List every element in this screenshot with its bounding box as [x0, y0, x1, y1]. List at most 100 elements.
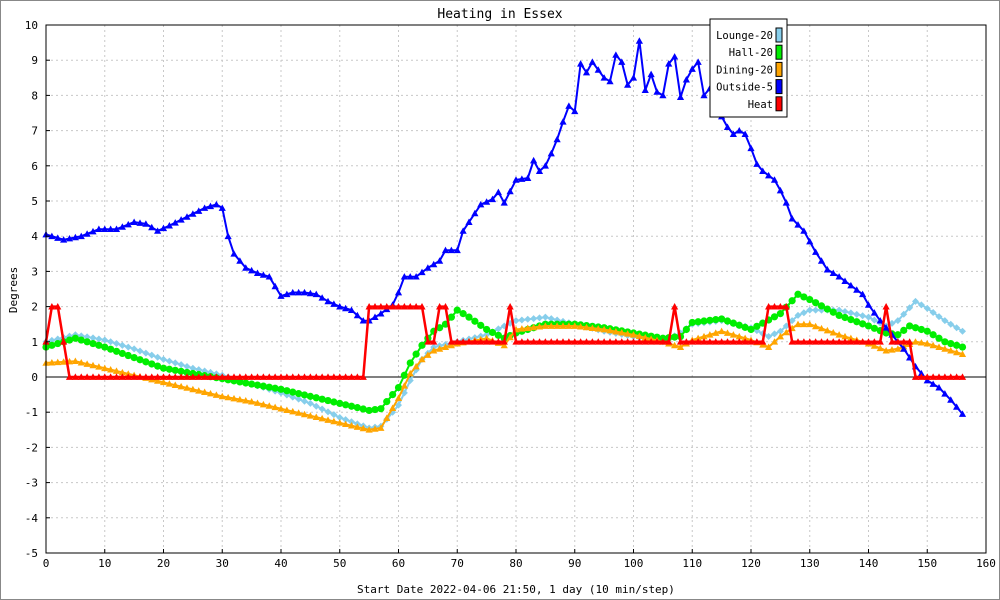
- data-point-marker: [853, 338, 861, 345]
- x-tick-label: 110: [682, 557, 702, 570]
- data-point-marker: [788, 297, 796, 305]
- data-point-marker: [224, 393, 232, 401]
- data-point-marker: [829, 338, 837, 345]
- data-point-marker: [935, 334, 943, 342]
- data-point-marker: [870, 316, 878, 324]
- data-point-marker: [512, 176, 520, 183]
- x-tick-label: 100: [624, 557, 644, 570]
- data-point-marker: [817, 257, 826, 264]
- data-point-marker: [465, 338, 473, 345]
- data-point-marker: [430, 347, 438, 354]
- x-tick-label: 90: [568, 557, 581, 570]
- data-point-marker: [929, 331, 937, 339]
- data-point-marker: [518, 175, 526, 182]
- data-point-marker: [318, 395, 326, 403]
- data-point-marker: [941, 338, 949, 346]
- data-point-marker: [512, 317, 520, 325]
- axis-ticks: 0 10 20 30 40 50 60 70 80 90 100 110 120 130 140 150 160…: [25, 19, 996, 570]
- legend-swatch: [775, 44, 783, 60]
- data-point-marker: [812, 299, 820, 307]
- data-point-marker: [312, 373, 320, 380]
- data-point-marker: [301, 397, 308, 405]
- data-point-marker: [418, 355, 426, 363]
- data-point-marker: [770, 176, 779, 183]
- data-point-marker: [823, 338, 831, 345]
- data-point-marker: [453, 246, 461, 254]
- data-point-marker: [206, 202, 215, 210]
- data-point-marker: [389, 303, 397, 310]
- data-point-marker: [248, 398, 256, 405]
- data-point-marker: [271, 282, 279, 290]
- data-point-marker: [118, 349, 126, 358]
- legend-swatch: [775, 61, 783, 77]
- data-point-marker: [359, 405, 367, 413]
- data-point-marker: [424, 264, 432, 271]
- data-point-marker: [735, 332, 743, 340]
- data-point-marker: [759, 167, 767, 174]
- data-point-marker: [189, 364, 197, 372]
- x-axis-label: Start Date 2022-04-06 21:50, 1 day (10 m…: [357, 583, 675, 596]
- data-point-marker: [864, 322, 873, 330]
- data-point-marker: [718, 338, 726, 345]
- data-point-marker: [95, 335, 103, 343]
- x-tick-label: 160: [976, 557, 996, 570]
- data-point-marker: [723, 123, 732, 130]
- data-point-marker: [524, 174, 532, 181]
- data-point-marker: [412, 350, 420, 358]
- data-point-marker: [289, 393, 297, 401]
- data-point-marker: [400, 371, 408, 379]
- data-point-marker: [177, 373, 185, 380]
- data-point-marker: [565, 322, 573, 329]
- data-point-marker: [600, 74, 608, 81]
- data-point-marker: [165, 365, 173, 373]
- data-point-marker: [177, 361, 185, 369]
- data-point-marker: [300, 391, 309, 399]
- data-point-marker: [800, 338, 808, 345]
- data-point-marker: [506, 303, 514, 310]
- data-point-marker: [130, 345, 138, 353]
- data-point-marker: [447, 341, 455, 349]
- data-point-marker: [541, 322, 549, 329]
- data-point-marker: [800, 293, 808, 301]
- data-point-marker: [847, 281, 855, 289]
- data-point-marker: [729, 331, 737, 338]
- data-point-marker: [71, 357, 79, 365]
- data-point-marker: [759, 338, 767, 345]
- data-point-marker: [477, 338, 485, 345]
- data-point-marker: [306, 373, 314, 380]
- data-point-marker: [447, 246, 455, 254]
- legend-box: [709, 18, 788, 118]
- data-point-marker: [383, 414, 391, 421]
- legend-swatch: [775, 79, 783, 95]
- data-point-marker: [771, 330, 778, 338]
- data-point-marker: [559, 338, 567, 345]
- data-point-marker: [324, 408, 332, 416]
- data-point-marker: [54, 358, 62, 366]
- data-point-marker: [794, 290, 802, 298]
- data-point-marker: [853, 286, 861, 293]
- data-point-marker: [694, 58, 702, 65]
- data-point-marker: [500, 341, 508, 349]
- data-point-marker: [71, 373, 79, 380]
- data-point-marker: [941, 373, 949, 380]
- data-point-marker: [923, 339, 931, 347]
- data-point-marker: [201, 373, 209, 380]
- data-point-marker: [242, 396, 250, 404]
- data-point-marker: [342, 416, 350, 424]
- data-point-marker: [835, 338, 843, 345]
- data-point-marker: [189, 210, 197, 217]
- data-point-marker: [741, 338, 749, 345]
- data-point-marker: [594, 66, 602, 73]
- data-point-marker: [530, 315, 538, 323]
- data-point-marker: [300, 288, 309, 296]
- data-point-marker: [653, 338, 661, 345]
- data-point-marker: [565, 338, 573, 345]
- data-point-marker: [900, 326, 908, 334]
- data-point-marker: [765, 343, 773, 350]
- data-point-marker: [547, 338, 555, 345]
- data-point-marker: [812, 248, 820, 255]
- data-point-marker: [817, 302, 826, 310]
- data-point-marker: [424, 351, 432, 358]
- data-point-marker: [95, 363, 103, 370]
